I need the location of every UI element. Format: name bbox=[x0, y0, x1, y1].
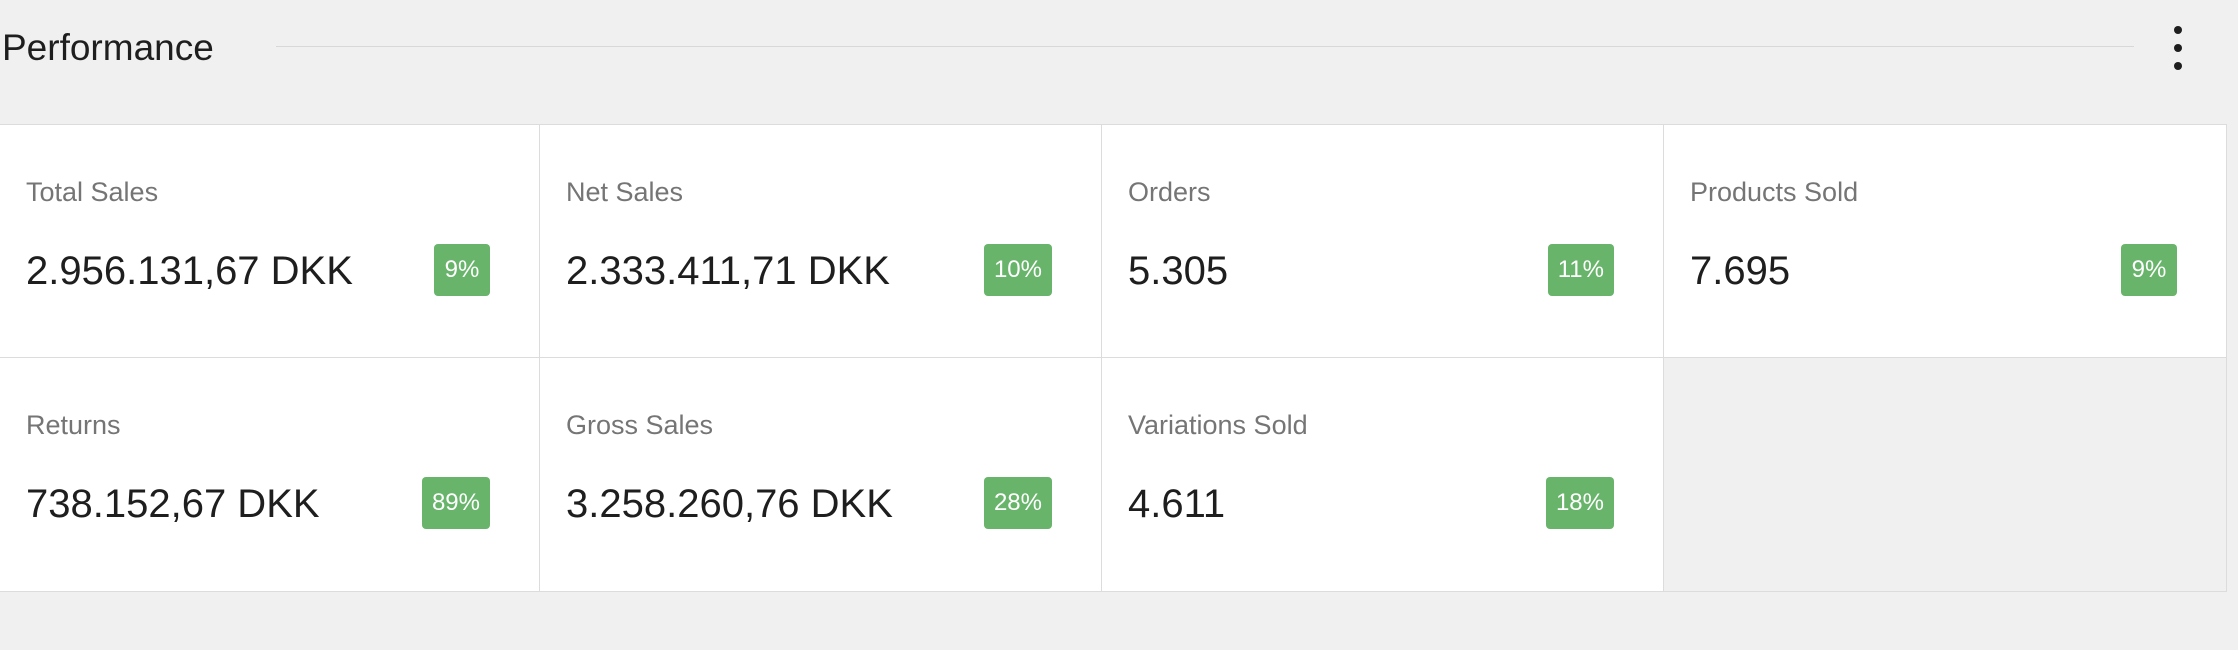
metric-value: 4.611 bbox=[1128, 482, 1226, 526]
metric-label: Variations Sold bbox=[1128, 410, 1308, 440]
metric-label: Returns bbox=[26, 410, 121, 440]
metric-card[interactable]: Total Sales 2.956.131,67 DKK 9% bbox=[0, 124, 540, 358]
empty-cell bbox=[1664, 358, 2227, 592]
section-title: Performance bbox=[2, 27, 214, 68]
metric-label: Gross Sales bbox=[566, 410, 714, 440]
delta-badge: 9% bbox=[434, 244, 490, 296]
metric-label: Orders bbox=[1128, 177, 1211, 207]
more-menu[interactable] bbox=[2163, 26, 2193, 70]
delta-badge: 18% bbox=[1545, 477, 1614, 529]
delta-badge: 28% bbox=[983, 477, 1052, 529]
delta-badge: 89% bbox=[421, 477, 490, 529]
metric-label: Total Sales bbox=[26, 177, 159, 207]
metric-card[interactable]: Orders 5.305 11% bbox=[1102, 124, 1664, 358]
delta-badge: 10% bbox=[983, 244, 1052, 296]
metric-card[interactable]: Variations Sold 4.611 18% bbox=[1102, 358, 1664, 592]
metric-value: 7.695 bbox=[1690, 249, 1791, 293]
metric-value: 3.258.260,76 DKK bbox=[566, 482, 893, 526]
metric-value: 2.333.411,71 DKK bbox=[566, 249, 890, 293]
metric-value: 5.305 bbox=[1128, 249, 1229, 293]
metric-card[interactable]: Products Sold 7.695 9% bbox=[1664, 124, 2227, 358]
metric-value: 2.956.131,67 DKK bbox=[26, 249, 353, 293]
metric-label: Net Sales bbox=[566, 177, 684, 207]
metric-value: 738.152,67 DKK bbox=[26, 482, 320, 526]
performance-grid: Total Sales 2.956.131,67 DKK 9% Net Sales 2.… bbox=[0, 124, 2227, 592]
divider bbox=[276, 46, 2134, 47]
metric-label: Products Sold bbox=[1690, 177, 1859, 207]
metric-card[interactable]: Gross Sales 3.258.260,76 DKK 28% bbox=[540, 358, 1102, 592]
metric-card[interactable]: Net Sales 2.333.411,71 DKK 10% bbox=[540, 124, 1102, 358]
delta-badge: 9% bbox=[2121, 244, 2177, 296]
metric-card[interactable]: Returns 738.152,67 DKK 89% bbox=[0, 358, 540, 592]
delta-badge: 11% bbox=[1547, 244, 1614, 296]
